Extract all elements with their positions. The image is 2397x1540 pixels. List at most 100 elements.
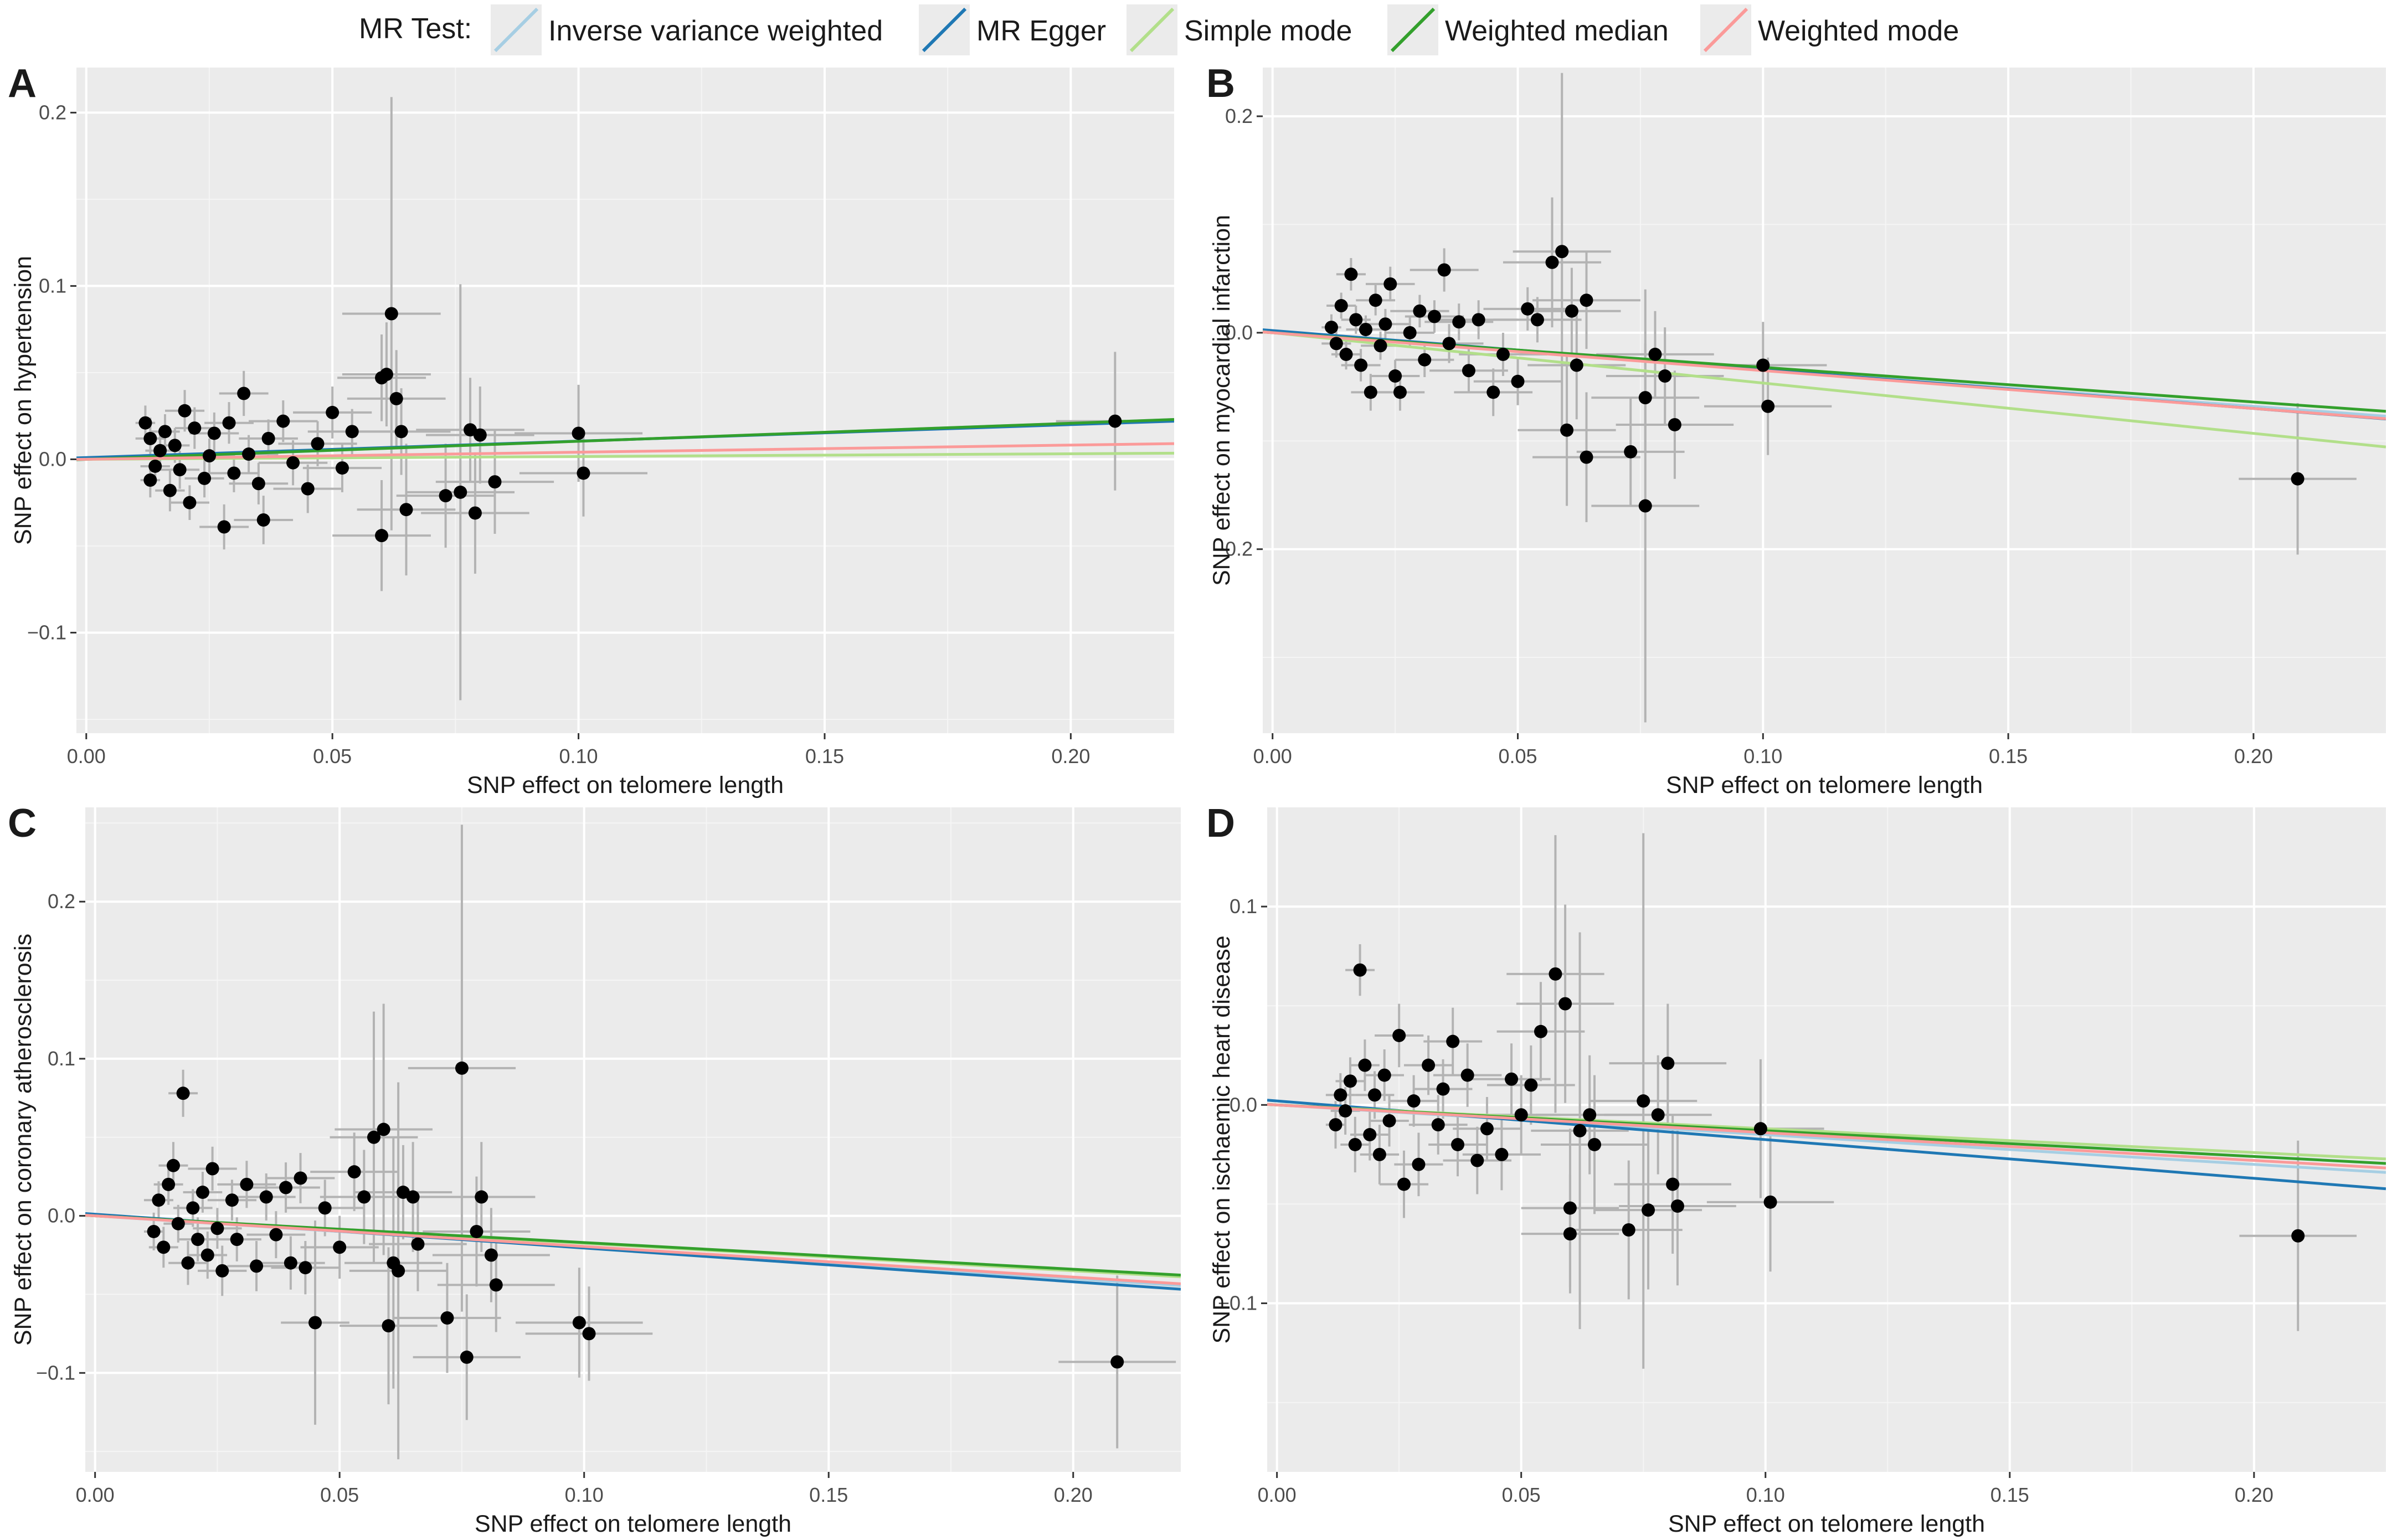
snp-point bbox=[335, 461, 349, 475]
snp-point bbox=[1565, 304, 1578, 318]
snp-point bbox=[1753, 1122, 1767, 1136]
snp-point bbox=[173, 463, 187, 477]
line-simple-mode bbox=[1263, 330, 2386, 449]
x-tick-label: 0.20 bbox=[1051, 745, 1090, 768]
snp-point bbox=[1437, 263, 1451, 277]
snp-point bbox=[157, 1240, 171, 1254]
snp-point bbox=[1339, 1104, 1352, 1118]
panel-a-letter: A bbox=[8, 61, 37, 106]
y-axis-title: SNP effect on ischaemic heart disease bbox=[1208, 936, 1235, 1344]
snp-point bbox=[138, 416, 152, 430]
snp-point bbox=[163, 483, 177, 497]
snp-point bbox=[1622, 1223, 1635, 1237]
snp-point bbox=[489, 1278, 503, 1292]
snp-point bbox=[256, 513, 270, 527]
snp-point bbox=[577, 466, 590, 480]
x-tick-label: 0.15 bbox=[1990, 1484, 2029, 1506]
snp-point bbox=[1110, 1355, 1124, 1369]
x-tick-label: 0.20 bbox=[2235, 1484, 2273, 1506]
snp-point bbox=[1756, 358, 1770, 372]
snp-point bbox=[188, 421, 202, 435]
regression-lines bbox=[76, 418, 1174, 461]
snp-point bbox=[1573, 1124, 1587, 1137]
snp-point bbox=[357, 1190, 371, 1204]
line-weighted-median bbox=[76, 418, 1174, 461]
panel-b: B 0.00 0.05 0.10 0.15 0.20 −0.2 0.0 0.2 SNP effe… bbox=[1198, 58, 2397, 799]
legend: MR Test: Inverse variance weighted MR Eg… bbox=[0, 0, 2397, 58]
snp-point bbox=[389, 392, 403, 405]
snp-point bbox=[1545, 255, 1559, 269]
snp-point bbox=[1392, 1028, 1406, 1042]
x-tick-label: 0.10 bbox=[559, 745, 598, 768]
snp-point bbox=[1495, 1147, 1509, 1161]
y-axis-title: SNP effect on myocardial infarction bbox=[1208, 215, 1235, 586]
snp-point bbox=[1638, 499, 1652, 513]
snp-point bbox=[1451, 1137, 1465, 1151]
y-axis-title: SNP effect on coronary atherosclerosis bbox=[10, 934, 37, 1346]
x-tick-label: 0.20 bbox=[2234, 745, 2273, 768]
snp-point bbox=[217, 520, 231, 534]
x-tick-label: 0.10 bbox=[1746, 1484, 1785, 1506]
x-tick-label: 0.05 bbox=[1498, 745, 1537, 768]
snp-point bbox=[1670, 1199, 1684, 1213]
legend-label-weighted-mode: Weighted mode bbox=[1758, 15, 1959, 47]
snp-point bbox=[148, 459, 162, 473]
panel-b-chart: 0.00 0.05 0.10 0.15 0.20 −0.2 0.0 0.2 SNP effect… bbox=[1208, 68, 2386, 799]
snp-point bbox=[1329, 1118, 1342, 1132]
x-axis-title: SNP effect on telomere length bbox=[475, 1511, 791, 1537]
snp-point bbox=[240, 1177, 254, 1191]
snp-point bbox=[1555, 245, 1569, 259]
snp-point bbox=[1563, 1201, 1577, 1215]
y-tick-label: −0.2 bbox=[1213, 538, 1253, 560]
snp-point bbox=[1349, 313, 1363, 327]
snp-point bbox=[473, 428, 487, 442]
points bbox=[1324, 245, 2305, 513]
snp-point bbox=[308, 1316, 322, 1330]
snp-point bbox=[251, 477, 265, 491]
snp-point bbox=[166, 1158, 180, 1172]
snp-point bbox=[1549, 967, 1562, 981]
snp-point bbox=[311, 437, 325, 451]
snp-point bbox=[147, 1224, 161, 1238]
snp-point bbox=[454, 485, 467, 499]
y-tick-label: 0.0 bbox=[1225, 321, 1253, 344]
snp-point bbox=[1334, 1088, 1347, 1102]
snp-point bbox=[1363, 1128, 1377, 1142]
snp-point bbox=[1413, 304, 1427, 318]
x-tick-label: 0.15 bbox=[809, 1484, 848, 1506]
y-tick-label: 0.0 bbox=[48, 1204, 75, 1227]
snp-point bbox=[1427, 310, 1441, 323]
minor-gridlines bbox=[76, 68, 1174, 733]
snp-point bbox=[460, 1350, 474, 1364]
snp-point bbox=[1462, 364, 1475, 378]
snp-point bbox=[1422, 1058, 1436, 1072]
regression-lines bbox=[85, 1212, 1181, 1291]
snp-point bbox=[225, 1193, 239, 1207]
snp-point bbox=[261, 431, 275, 445]
snp-point bbox=[1334, 298, 1348, 312]
snp-point bbox=[215, 1264, 229, 1278]
snp-point bbox=[1344, 267, 1358, 281]
legend-key-ivw-icon bbox=[491, 4, 542, 55]
snp-point bbox=[582, 1327, 596, 1341]
snp-point bbox=[153, 444, 167, 457]
snp-point bbox=[1651, 1108, 1665, 1122]
snp-point bbox=[1470, 1153, 1484, 1167]
snp-point bbox=[484, 1248, 498, 1262]
snp-point bbox=[1374, 339, 1387, 353]
snp-point bbox=[1446, 1034, 1460, 1048]
snp-point bbox=[230, 1233, 244, 1247]
snp-point bbox=[222, 416, 236, 430]
snp-point bbox=[468, 506, 482, 520]
snp-point bbox=[377, 1122, 390, 1136]
snp-point bbox=[1383, 277, 1397, 291]
panel-b-letter: B bbox=[1206, 61, 1235, 106]
snp-point bbox=[1668, 418, 1681, 431]
snp-point bbox=[191, 1233, 205, 1247]
x-tick-label: 0.05 bbox=[313, 745, 352, 768]
x-tick-label: 0.00 bbox=[1258, 1484, 1297, 1506]
snp-point bbox=[1353, 963, 1367, 977]
snp-point bbox=[1388, 369, 1402, 383]
y-tick-label: 0.1 bbox=[48, 1047, 75, 1070]
snp-point bbox=[186, 1201, 200, 1215]
